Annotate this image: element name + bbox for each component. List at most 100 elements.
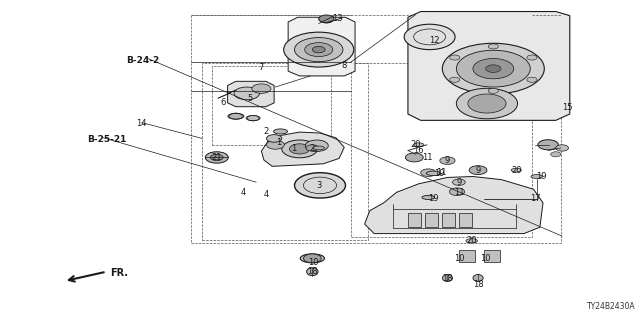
Text: TY24B2430A: TY24B2430A bbox=[587, 302, 636, 311]
Circle shape bbox=[449, 77, 460, 82]
Ellipse shape bbox=[426, 171, 440, 176]
Text: 3: 3 bbox=[316, 181, 321, 190]
Circle shape bbox=[420, 169, 436, 177]
Text: 4: 4 bbox=[241, 188, 246, 197]
Bar bbox=[202, 63, 368, 240]
Polygon shape bbox=[408, 12, 570, 120]
Circle shape bbox=[294, 173, 346, 198]
Ellipse shape bbox=[300, 254, 324, 263]
Text: 7: 7 bbox=[259, 63, 264, 72]
Circle shape bbox=[234, 87, 259, 100]
Circle shape bbox=[556, 145, 568, 151]
Circle shape bbox=[473, 59, 514, 79]
Text: 5: 5 bbox=[247, 94, 253, 103]
Polygon shape bbox=[228, 81, 274, 107]
Circle shape bbox=[312, 46, 325, 53]
Circle shape bbox=[456, 50, 531, 87]
Circle shape bbox=[211, 154, 223, 161]
Text: 18: 18 bbox=[307, 267, 317, 276]
Circle shape bbox=[452, 179, 465, 185]
Bar bbox=[459, 213, 472, 227]
Polygon shape bbox=[261, 132, 344, 166]
Circle shape bbox=[488, 44, 499, 49]
Bar bbox=[351, 63, 532, 237]
Circle shape bbox=[284, 32, 354, 67]
Ellipse shape bbox=[442, 275, 452, 282]
Text: 19: 19 bbox=[435, 169, 445, 178]
Text: 12: 12 bbox=[429, 36, 440, 44]
Bar bbox=[442, 213, 455, 227]
Bar bbox=[212, 66, 332, 145]
Bar bbox=[484, 250, 500, 262]
Ellipse shape bbox=[473, 275, 483, 282]
Text: 6: 6 bbox=[220, 99, 226, 108]
Circle shape bbox=[305, 43, 333, 57]
Text: 15: 15 bbox=[562, 103, 573, 112]
Circle shape bbox=[449, 188, 465, 196]
Circle shape bbox=[305, 140, 328, 151]
Text: 20: 20 bbox=[467, 236, 477, 245]
Text: B-24-2: B-24-2 bbox=[125, 56, 159, 65]
Text: 14: 14 bbox=[136, 119, 147, 128]
Ellipse shape bbox=[313, 146, 324, 150]
Text: FR.: FR. bbox=[109, 268, 128, 278]
Circle shape bbox=[320, 17, 333, 23]
Circle shape bbox=[303, 254, 321, 263]
Circle shape bbox=[306, 145, 319, 151]
Text: 9: 9 bbox=[476, 166, 481, 175]
Circle shape bbox=[319, 15, 334, 23]
Circle shape bbox=[266, 140, 284, 149]
Bar bbox=[191, 15, 561, 243]
Circle shape bbox=[527, 77, 537, 82]
Circle shape bbox=[440, 157, 455, 164]
Circle shape bbox=[456, 88, 518, 119]
Text: 10: 10 bbox=[454, 254, 464, 263]
Circle shape bbox=[289, 144, 310, 154]
Ellipse shape bbox=[531, 175, 542, 178]
Text: 4: 4 bbox=[263, 190, 268, 199]
Text: 19: 19 bbox=[428, 194, 438, 203]
Text: 8: 8 bbox=[342, 61, 347, 70]
Text: 2: 2 bbox=[263, 127, 268, 136]
Text: 19: 19 bbox=[536, 172, 547, 181]
Ellipse shape bbox=[511, 168, 522, 172]
Text: 11: 11 bbox=[422, 153, 432, 162]
Circle shape bbox=[538, 140, 558, 150]
Circle shape bbox=[486, 65, 501, 72]
Text: 2: 2 bbox=[310, 144, 315, 153]
Text: 20: 20 bbox=[511, 166, 522, 175]
Text: 1: 1 bbox=[276, 138, 281, 147]
Ellipse shape bbox=[466, 239, 477, 243]
Ellipse shape bbox=[273, 129, 287, 134]
Circle shape bbox=[404, 24, 455, 50]
Circle shape bbox=[468, 94, 506, 113]
Circle shape bbox=[205, 152, 228, 163]
Circle shape bbox=[469, 166, 487, 175]
Circle shape bbox=[282, 140, 317, 158]
Circle shape bbox=[488, 88, 499, 93]
Text: 20: 20 bbox=[410, 140, 421, 149]
Text: 17: 17 bbox=[530, 194, 541, 203]
Text: 18: 18 bbox=[442, 274, 452, 283]
Text: 13: 13 bbox=[333, 14, 343, 23]
Text: 16: 16 bbox=[413, 146, 424, 155]
Circle shape bbox=[550, 152, 561, 157]
Polygon shape bbox=[365, 177, 543, 234]
Text: 18: 18 bbox=[473, 280, 483, 289]
Text: 9: 9 bbox=[456, 178, 461, 187]
Ellipse shape bbox=[228, 113, 244, 119]
Circle shape bbox=[449, 55, 460, 60]
Ellipse shape bbox=[413, 143, 424, 147]
Bar bbox=[425, 213, 438, 227]
Circle shape bbox=[252, 84, 271, 93]
Circle shape bbox=[527, 55, 537, 60]
Ellipse shape bbox=[246, 116, 260, 121]
Circle shape bbox=[405, 153, 423, 162]
Bar bbox=[459, 250, 475, 262]
Ellipse shape bbox=[422, 196, 435, 199]
Polygon shape bbox=[288, 17, 355, 76]
Circle shape bbox=[266, 135, 282, 142]
Circle shape bbox=[294, 37, 343, 62]
Text: 9: 9 bbox=[445, 156, 450, 165]
Text: 10: 10 bbox=[308, 258, 319, 267]
